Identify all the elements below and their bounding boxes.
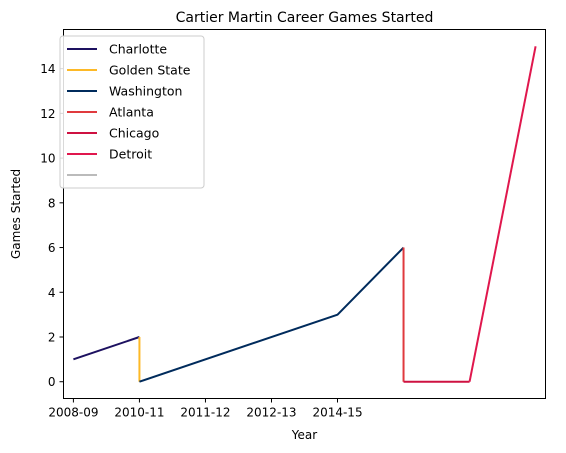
x-axis-label: Year bbox=[291, 428, 317, 442]
y-tick-label: 2 bbox=[48, 331, 56, 345]
legend-label-charlotte-0: Charlotte bbox=[109, 42, 167, 57]
x-tick-label: 2012-13 bbox=[246, 406, 296, 420]
legend-label-detroit-5: Detroit bbox=[109, 147, 152, 162]
x-tick-label: 2008-09 bbox=[48, 406, 98, 420]
y-tick-label: 4 bbox=[48, 286, 56, 300]
y-axis: 0 2 4 6 8 10 12 14 bbox=[40, 62, 64, 389]
legend-label-golden-state-1: Golden State bbox=[109, 63, 191, 78]
x-tick-label: 2011-12 bbox=[180, 406, 230, 420]
plot-lines bbox=[73, 46, 537, 383]
y-tick-label: 6 bbox=[48, 241, 56, 255]
legend-label-atlanta-3: Atlanta bbox=[109, 105, 154, 120]
y-tick-label: 8 bbox=[48, 196, 56, 210]
y-tick-label: 10 bbox=[40, 152, 55, 166]
x-axis: 2008-09 2010-11 2011-12 2012-13 2014-15 bbox=[48, 398, 363, 420]
series-line-detroit-5 bbox=[468, 46, 537, 382]
y-tick-label: 0 bbox=[48, 375, 56, 389]
x-tick-label: 2010-11 bbox=[114, 406, 164, 420]
series-line-charlotte-0 bbox=[73, 336, 140, 361]
chart-title: Cartier Martin Career Games Started bbox=[176, 10, 434, 26]
legend-label-chicago-4: Chicago bbox=[109, 126, 159, 141]
y-axis-label: Games Started bbox=[9, 169, 23, 259]
legend: Charlotte Golden State Washington Atlanta Ch… bbox=[59, 35, 205, 189]
series-line-washington-2 bbox=[139, 246, 405, 383]
y-tick-label: 14 bbox=[40, 62, 55, 76]
legend-box bbox=[59, 35, 205, 189]
x-tick-label: 2014-15 bbox=[312, 406, 362, 420]
y-tick-label: 12 bbox=[40, 107, 55, 121]
legend-items: Charlotte Golden State Washington Atlanta Ch… bbox=[67, 42, 191, 176]
plot-frame bbox=[63, 29, 546, 399]
legend-label-washington-2: Washington bbox=[109, 84, 182, 99]
